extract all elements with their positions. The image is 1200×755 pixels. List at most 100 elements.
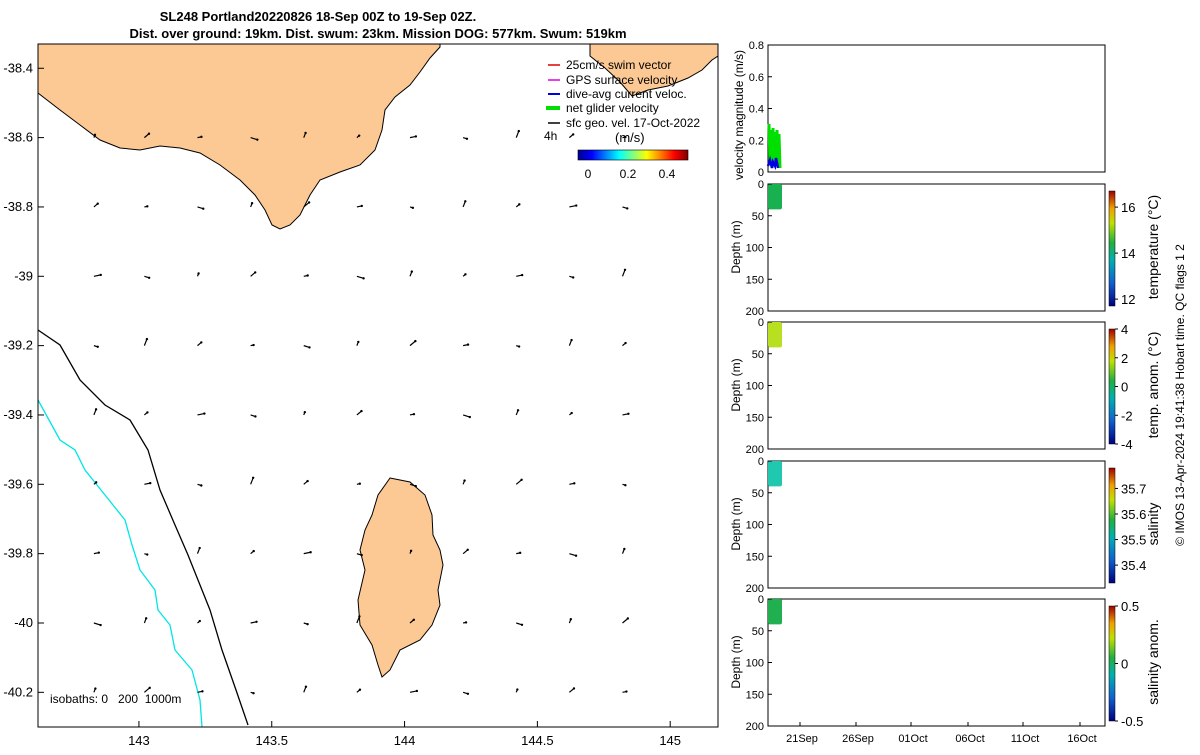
sfc-velocity-arrowhead: [94, 408, 98, 411]
sfc-velocity-arrowhead: [303, 410, 307, 414]
depth-axis-label: Depth (m): [729, 358, 743, 411]
map-y-tick-label: -39.4: [3, 407, 33, 422]
speed-colorbar: [577, 149, 689, 161]
date-tick-label: 16Oct: [1067, 733, 1096, 745]
colorbar-tick: 0.4: [659, 167, 676, 181]
profile-colorbar: [1108, 328, 1116, 445]
legend-label: sfc geo. vel. 17-Oct-2022: [566, 116, 700, 130]
depth-axis-label: Depth (m): [729, 497, 743, 550]
sfc-velocity-arrowhead: [573, 482, 576, 485]
sfc-velocity-arrowhead: [306, 622, 309, 626]
depth-tick-label: 150: [746, 689, 764, 701]
colorbar-tick-label: 16: [1121, 200, 1135, 215]
sfc-velocity-arrowhead: [626, 207, 629, 210]
sfc-velocity-arrowhead: [252, 549, 255, 553]
colorbar-tick-label: 35.5: [1121, 533, 1146, 548]
legend-item-net-glider-velocity: net glider velocity: [546, 101, 659, 115]
profile-data-patch: [768, 599, 782, 625]
sfc-velocity-arrowhead: [516, 688, 519, 691]
sfc-velocity-arrowhead: [250, 202, 254, 205]
velocity-frame: [767, 44, 1106, 173]
sfc-velocity-arrowhead: [623, 547, 626, 551]
depth-tick-label: 50: [752, 211, 764, 223]
sfc-velocity-arrowhead: [256, 138, 259, 141]
colorbar-tick-label: -2: [1121, 408, 1133, 423]
map-y-tick-label: -38.4: [3, 60, 33, 75]
sfc-velocity-arrowhead: [147, 132, 151, 135]
depth-axis-label: Depth (m): [729, 635, 743, 688]
sfc-velocity-arrowhead: [466, 343, 470, 346]
profile-colorbar: [1108, 190, 1116, 307]
sfc-velocity-arrowhead: [360, 409, 363, 413]
depth-tick-label: 150: [746, 274, 764, 286]
depth-axis-label: Depth (m): [729, 220, 743, 273]
profile-data-patch: [768, 322, 782, 348]
sfc-velocity-arrowhead: [357, 340, 360, 344]
sfc-velocity-arrowhead: [95, 481, 98, 484]
sfc-velocity-arrowhead: [624, 483, 627, 487]
map-y-tick-label: -39.6: [3, 476, 33, 491]
sfc-velocity-arrowhead: [411, 206, 415, 210]
sfc-velocity-arrowhead: [464, 621, 468, 624]
velocity-panel: 0 0.2 0.4 0.6 0.8 velocity magnitude (m/s): [732, 40, 1106, 180]
profile-frame: [767, 183, 1106, 312]
sfc-velocity-arrowhead: [146, 205, 149, 208]
colorbar-tick-label: 4: [1121, 322, 1128, 337]
sfc-velocity-arrowhead: [626, 617, 630, 620]
profile-panel: 0 50 100 150 200 Depth (m) -4 -2 0 2 4 temp. anom. …: [729, 317, 1161, 456]
legend-label: dive-avg current veloc.: [566, 87, 687, 101]
sfc-velocity-arrowhead: [309, 551, 312, 554]
profile-data-patch: [768, 461, 782, 487]
map-y-tick-label: -40: [14, 615, 33, 630]
profile-frame: [767, 460, 1106, 589]
mainland-coast: [38, 44, 441, 230]
colorbar-tick-label: -0.5: [1121, 714, 1143, 729]
surface-velocity-arrows: [93, 129, 630, 696]
sfc-velocity-arrowhead: [254, 271, 257, 274]
sfc-velocity-arrowhead: [198, 619, 201, 623]
depth-tick-label: 50: [752, 349, 764, 361]
sfc-velocity-arrowhead: [570, 338, 573, 342]
king-island: [357, 477, 444, 678]
sfc-velocity-arrowhead: [624, 341, 627, 345]
sfc-velocity-arrowhead: [414, 135, 418, 138]
colorbar-label: temp. anom. (°C): [1145, 332, 1161, 439]
net-glider-velocity-series: [767, 123, 782, 169]
map-y-tick-label: -39.8: [3, 546, 33, 561]
sfc-velocity-arrowhead: [358, 482, 362, 485]
figure-title: SL248 Portland20220826 18-Sep 00Z to 19-…: [160, 9, 476, 24]
sfc-velocity-arrowhead: [251, 476, 255, 479]
colorbar-tick: 0.2: [620, 167, 637, 181]
sfc-velocity-arrowhead: [148, 686, 151, 690]
map-x-tick-label: 144: [394, 733, 416, 748]
sfc-velocity-arrowhead: [96, 202, 99, 205]
velocity-y-axis: 0 0.2 0.4 0.6 0.8: [749, 40, 772, 179]
sfc-velocity-arrowhead: [197, 272, 200, 275]
colorbar-tick-label: -4: [1121, 437, 1133, 452]
sfc-velocity-arrowhead: [569, 618, 573, 621]
legend-time-label: 4h: [544, 129, 557, 143]
colorbar-tick-label: 35.7: [1121, 481, 1146, 496]
sfc-velocity-arrowhead: [306, 479, 309, 483]
sfc-velocity-arrowhead: [198, 546, 201, 550]
sfc-velocity-arrowhead: [575, 204, 578, 207]
colorbar-tick-label: 0: [1121, 380, 1128, 395]
profile-frame: [767, 598, 1106, 727]
sfc-velocity-arrowhead: [307, 201, 311, 204]
sfc-velocity-arrowhead: [466, 548, 469, 551]
velocity-y-tick-label: 0.6: [749, 72, 764, 84]
date-tick-label: 01Oct: [898, 733, 927, 745]
sfc-velocity-arrowhead: [255, 620, 258, 623]
map-y-tick-label: -38.6: [3, 130, 33, 145]
sfc-velocity-arrowhead: [97, 551, 101, 554]
depth-tick-label: 50: [752, 626, 764, 638]
date-tick-label: 11Oct: [1011, 733, 1040, 745]
sfc-velocity-arrowhead: [627, 412, 630, 415]
depth-tick-label: 100: [746, 658, 764, 670]
sfc-velocity-arrowhead: [252, 692, 255, 695]
colorbar-tick-label: 35.4: [1121, 558, 1146, 573]
date-tick-label: 21Sep: [786, 733, 818, 745]
